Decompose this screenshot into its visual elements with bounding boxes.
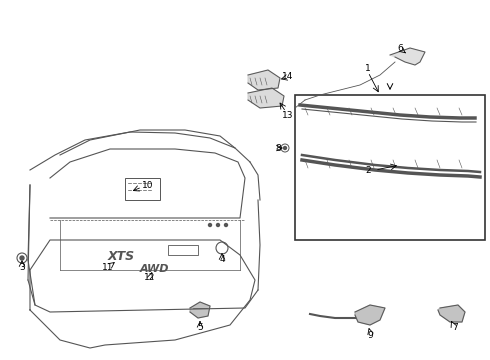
Text: 3: 3	[19, 264, 25, 273]
Text: 13: 13	[282, 111, 294, 120]
Circle shape	[284, 147, 287, 149]
Text: 1: 1	[365, 63, 371, 72]
Text: XTS: XTS	[108, 250, 135, 263]
Bar	[168, 245, 198, 255]
Polygon shape	[248, 88, 284, 108]
Circle shape	[217, 224, 220, 226]
Text: 6: 6	[397, 44, 403, 53]
Polygon shape	[390, 48, 425, 65]
Text: 10: 10	[142, 180, 154, 189]
Circle shape	[209, 224, 212, 226]
Text: AWD: AWD	[140, 264, 170, 274]
Text: 7: 7	[452, 324, 458, 333]
Text: 11: 11	[102, 264, 114, 273]
Text: 4: 4	[219, 256, 225, 265]
Polygon shape	[248, 70, 280, 90]
Text: 2: 2	[365, 166, 371, 175]
Text: 8: 8	[275, 144, 281, 153]
Polygon shape	[190, 302, 210, 318]
Bar	[295, 95, 485, 240]
Text: 14: 14	[282, 72, 294, 81]
Circle shape	[20, 256, 24, 260]
Text: 9: 9	[367, 330, 373, 339]
Text: 5: 5	[197, 324, 203, 333]
Circle shape	[224, 224, 227, 226]
Polygon shape	[438, 305, 465, 322]
Bar	[125, 178, 160, 200]
Text: 12: 12	[145, 274, 156, 283]
Polygon shape	[355, 305, 385, 325]
